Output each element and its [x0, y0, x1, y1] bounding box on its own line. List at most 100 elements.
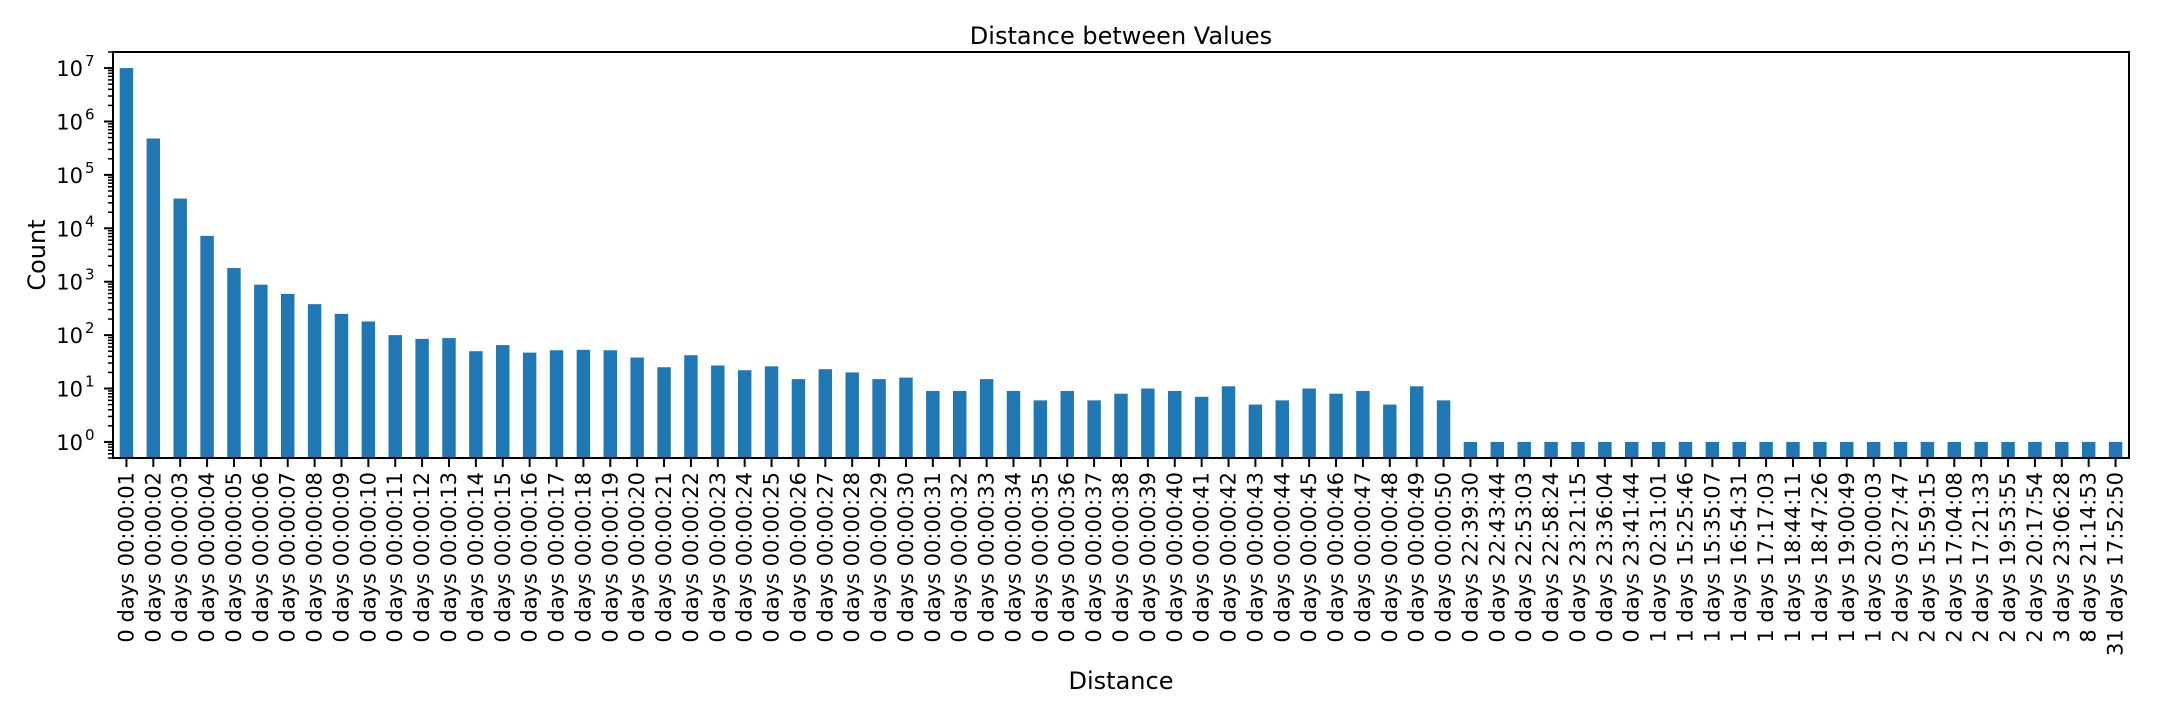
y-tick-label: 10 [56, 164, 83, 188]
x-axis: 0 days 00:00:01 0 days 00:00:02 0 days 00:… [114, 458, 2128, 656]
bar [200, 235, 214, 458]
x-tick-label: 1 days 19:00:49 [1835, 472, 1859, 643]
bar [1114, 393, 1128, 458]
x-tick-label: 1 days 15:35:07 [1700, 472, 1724, 643]
x-tick-label: 8 days 21:14:53 [2077, 472, 2101, 643]
x-tick-label: 2 days 03:27:47 [1889, 472, 1913, 643]
x-tick-label: 1 days 18:47:26 [1808, 472, 1832, 643]
y-tick-exponent: 1 [85, 373, 95, 391]
x-tick-label: 0 days 00:00:40 [1163, 472, 1187, 643]
bar [1033, 400, 1048, 458]
x-tick-label: 0 days 00:00:17 [545, 472, 569, 643]
x-tick-label: 0 days 00:00:29 [867, 472, 891, 643]
x-tick-label: 0 days 00:00:07 [276, 472, 300, 643]
bar [307, 304, 322, 458]
bar [684, 355, 698, 458]
x-tick-label: 0 days 00:00:37 [1082, 472, 1106, 643]
bar [254, 284, 268, 458]
bar [281, 293, 295, 458]
x-tick-label: 2 days 17:04:08 [1942, 472, 1966, 643]
x-tick-label: 0 days 00:00:38 [1109, 472, 1133, 643]
bar [1598, 441, 1612, 458]
bar [469, 351, 483, 458]
x-tick-label: 3 days 23:06:28 [2050, 472, 2074, 643]
x-tick-label: 0 days 00:00:30 [894, 472, 918, 643]
x-tick-label: 0 days 00:00:24 [733, 472, 757, 643]
bar [388, 335, 402, 458]
y-tick-label: 10 [56, 217, 83, 241]
x-tick-label: 0 days 23:41:44 [1620, 472, 1644, 643]
x-tick-label: 0 days 00:00:15 [491, 472, 515, 643]
bar [979, 379, 994, 458]
bar [496, 345, 510, 458]
y-tick-label: 10 [56, 110, 83, 134]
bar [603, 350, 617, 458]
bar [146, 138, 161, 458]
y-tick-exponent: 4 [85, 212, 95, 230]
x-tick-label: 0 days 00:00:03 [168, 472, 192, 643]
x-tick-label: 0 days 00:00:18 [571, 472, 595, 643]
bar [1168, 390, 1182, 458]
x-tick-label: 0 days 00:00:43 [1243, 472, 1267, 643]
x-tick-label: 0 days 00:00:44 [1270, 472, 1294, 643]
bar [1060, 390, 1074, 458]
x-tick-label: 0 days 00:00:45 [1297, 472, 1321, 643]
y-tick-exponent: 6 [85, 105, 95, 123]
x-tick-label: 0 days 00:00:23 [706, 472, 730, 643]
bar [1194, 396, 1209, 458]
plot-frame [112, 51, 2130, 459]
bar [522, 352, 537, 458]
bar [711, 365, 725, 458]
y-tick-label: 10 [56, 378, 83, 402]
bar [576, 349, 591, 458]
x-tick-label: 0 days 00:00:46 [1324, 472, 1348, 643]
x-tick-label: 0 days 00:00:27 [813, 472, 837, 643]
x-tick-label: 0 days 00:00:34 [1001, 472, 1025, 643]
x-tick-label: 0 days 00:00:36 [1055, 472, 1079, 643]
bar [1840, 441, 1854, 458]
bar [1463, 441, 1478, 458]
bar [1813, 441, 1827, 458]
x-tick-label: 0 days 00:00:02 [141, 472, 165, 643]
x-tick-label: 0 days 22:39:30 [1458, 472, 1482, 643]
bar [334, 313, 349, 458]
bar [1920, 441, 1935, 458]
x-tick-label: 0 days 00:00:25 [760, 472, 784, 643]
bar [442, 338, 456, 458]
bar [1436, 400, 1451, 458]
bar [2055, 441, 2069, 458]
bar [1786, 441, 1800, 458]
bar [926, 390, 940, 458]
bar [630, 357, 644, 458]
bar [1248, 404, 1263, 458]
x-tick-label: 0 days 00:00:05 [222, 472, 246, 643]
y-tick-exponent: 3 [85, 266, 95, 284]
bar [1571, 441, 1585, 458]
bar [173, 198, 187, 458]
bar [657, 367, 671, 458]
bar [1651, 441, 1666, 458]
y-tick-exponent: 7 [85, 52, 95, 70]
bar [1409, 386, 1424, 458]
bar [2081, 441, 2096, 458]
y-tick-exponent: 2 [85, 319, 95, 337]
x-tick-label: 0 days 00:00:49 [1405, 472, 1429, 643]
bar [1974, 441, 1988, 458]
bar [415, 338, 429, 458]
x-tick-label: 0 days 00:00:39 [1136, 472, 1160, 643]
bar [1705, 441, 1720, 458]
bar [1490, 441, 1505, 458]
y-tick-label: 10 [56, 271, 83, 295]
y-tick-exponent: 5 [85, 159, 95, 177]
x-tick-label: 0 days 00:00:21 [652, 472, 676, 643]
x-tick-label: 1 days 17:17:03 [1754, 472, 1778, 643]
x-tick-label: 0 days 00:00:32 [948, 472, 972, 643]
x-tick-label: 0 days 00:00:19 [598, 472, 622, 643]
bar [791, 379, 806, 458]
bar [1329, 393, 1343, 458]
bar [737, 370, 752, 458]
x-tick-label: 0 days 00:00:06 [249, 472, 273, 643]
x-tick-label: 1 days 15:25:46 [1673, 472, 1697, 643]
x-tick-label: 2 days 15:59:15 [1915, 472, 1939, 643]
